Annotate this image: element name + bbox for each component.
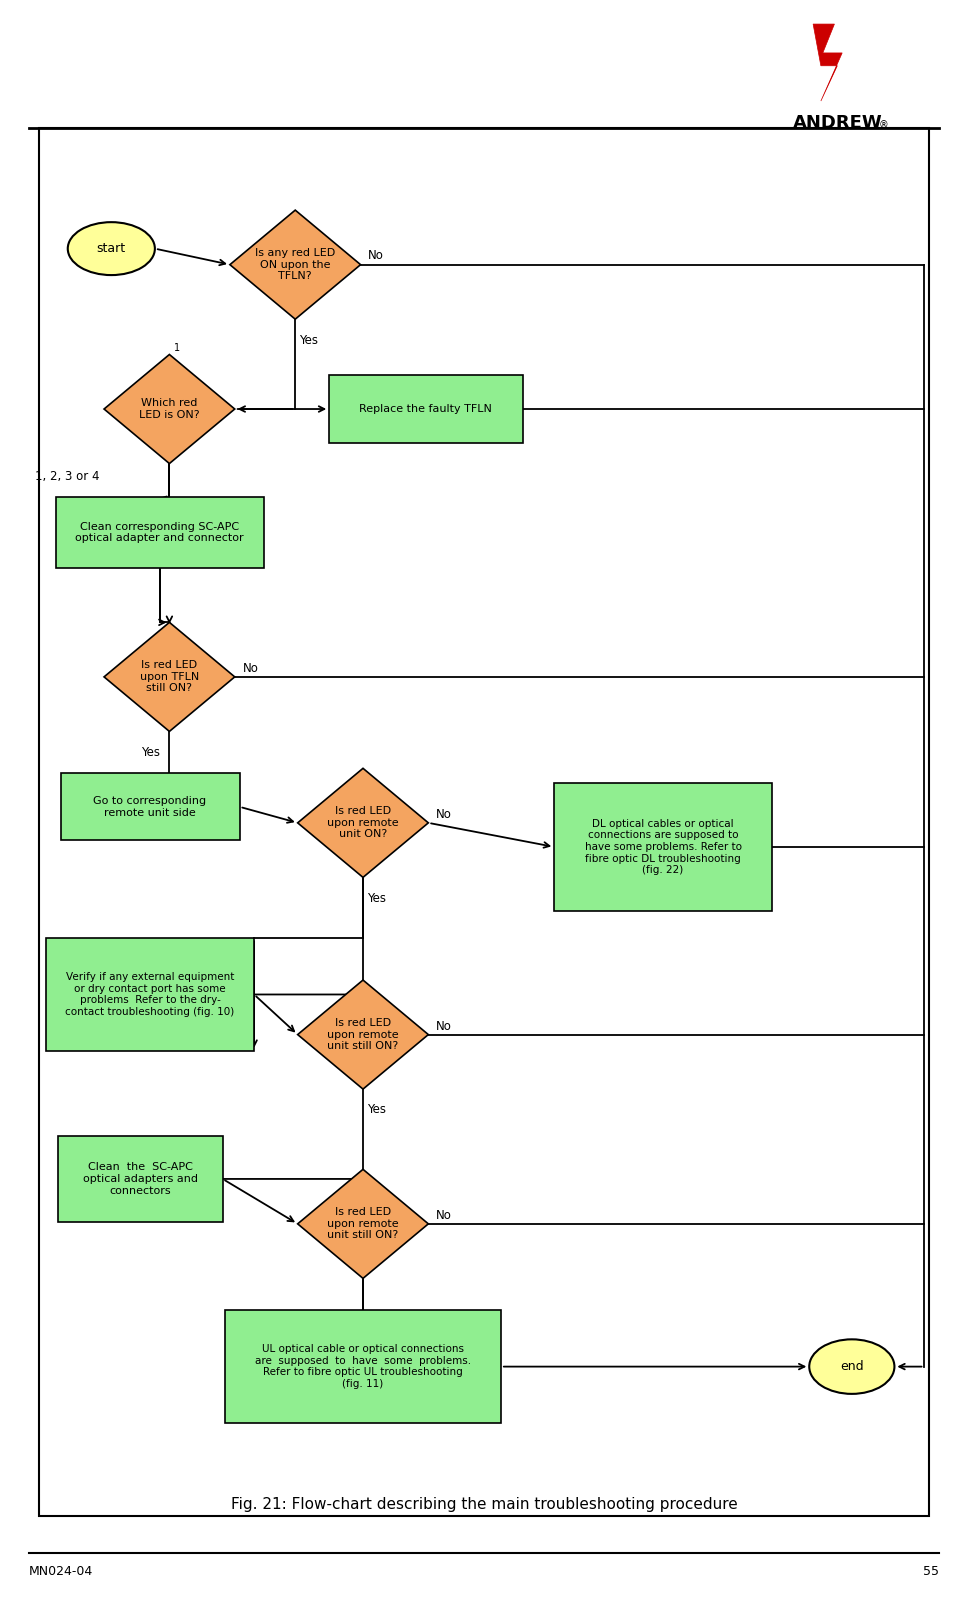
FancyBboxPatch shape — [329, 375, 523, 443]
Text: Verify if any external equipment
or dry contact port has some
problems  Refer to: Verify if any external equipment or dry … — [66, 972, 234, 1017]
Text: Clean corresponding SC-APC
optical adapter and connector: Clean corresponding SC-APC optical adapt… — [76, 521, 244, 544]
Polygon shape — [298, 768, 429, 877]
Text: No: No — [368, 249, 384, 261]
Text: Is red LED
upon remote
unit ON?: Is red LED upon remote unit ON? — [327, 807, 399, 839]
Text: Yes: Yes — [367, 892, 386, 905]
Text: Clean  the  SC-APC
optical adapters and
connectors: Clean the SC-APC optical adapters and co… — [83, 1163, 197, 1195]
FancyBboxPatch shape — [39, 128, 929, 1516]
Text: Fig. 21: Flow-chart describing the main troubleshooting procedure: Fig. 21: Flow-chart describing the main … — [230, 1497, 738, 1513]
Text: Go to corresponding
remote unit side: Go to corresponding remote unit side — [94, 796, 206, 818]
Text: DL optical cables or optical
connections are supposed to
have some problems. Ref: DL optical cables or optical connections… — [585, 818, 741, 876]
Text: MN024-04: MN024-04 — [29, 1566, 93, 1578]
Ellipse shape — [68, 223, 155, 276]
Text: ®: ® — [879, 120, 889, 130]
FancyBboxPatch shape — [60, 773, 240, 840]
Text: Is red LED
upon remote
unit still ON?: Is red LED upon remote unit still ON? — [327, 1019, 399, 1051]
Text: No: No — [242, 662, 258, 675]
Text: 1: 1 — [174, 343, 180, 353]
Ellipse shape — [809, 1339, 894, 1394]
Text: Is red LED
upon remote
unit still ON?: Is red LED upon remote unit still ON? — [327, 1208, 399, 1240]
Text: end: end — [840, 1360, 863, 1373]
Text: Yes: Yes — [299, 334, 318, 346]
Text: start: start — [97, 242, 126, 255]
Polygon shape — [230, 210, 360, 319]
Polygon shape — [813, 24, 842, 101]
Text: Yes: Yes — [140, 746, 160, 759]
FancyBboxPatch shape — [46, 938, 254, 1051]
Text: No: No — [436, 1020, 452, 1033]
FancyBboxPatch shape — [225, 1310, 501, 1423]
Polygon shape — [104, 622, 234, 731]
Text: Is any red LED
ON upon the
TFLN?: Is any red LED ON upon the TFLN? — [256, 249, 335, 281]
Polygon shape — [298, 1169, 429, 1278]
Text: Is red LED
upon TFLN
still ON?: Is red LED upon TFLN still ON? — [139, 661, 199, 693]
Text: No: No — [436, 1209, 452, 1222]
Text: UL optical cable or optical connections
are  supposed  to  have  some  problems.: UL optical cable or optical connections … — [255, 1344, 471, 1389]
Polygon shape — [298, 980, 429, 1089]
FancyBboxPatch shape — [56, 497, 263, 568]
Text: Replace the faulty TFLN: Replace the faulty TFLN — [359, 404, 493, 414]
Text: Which red
LED is ON?: Which red LED is ON? — [139, 398, 199, 420]
FancyBboxPatch shape — [555, 783, 772, 911]
Text: Yes: Yes — [367, 1104, 386, 1116]
Text: No: No — [436, 808, 452, 821]
Text: 1, 2, 3 or 4: 1, 2, 3 or 4 — [35, 470, 99, 483]
FancyBboxPatch shape — [58, 1136, 223, 1222]
Polygon shape — [104, 354, 234, 464]
Text: 55: 55 — [923, 1566, 939, 1578]
Text: ANDREW: ANDREW — [793, 114, 882, 132]
